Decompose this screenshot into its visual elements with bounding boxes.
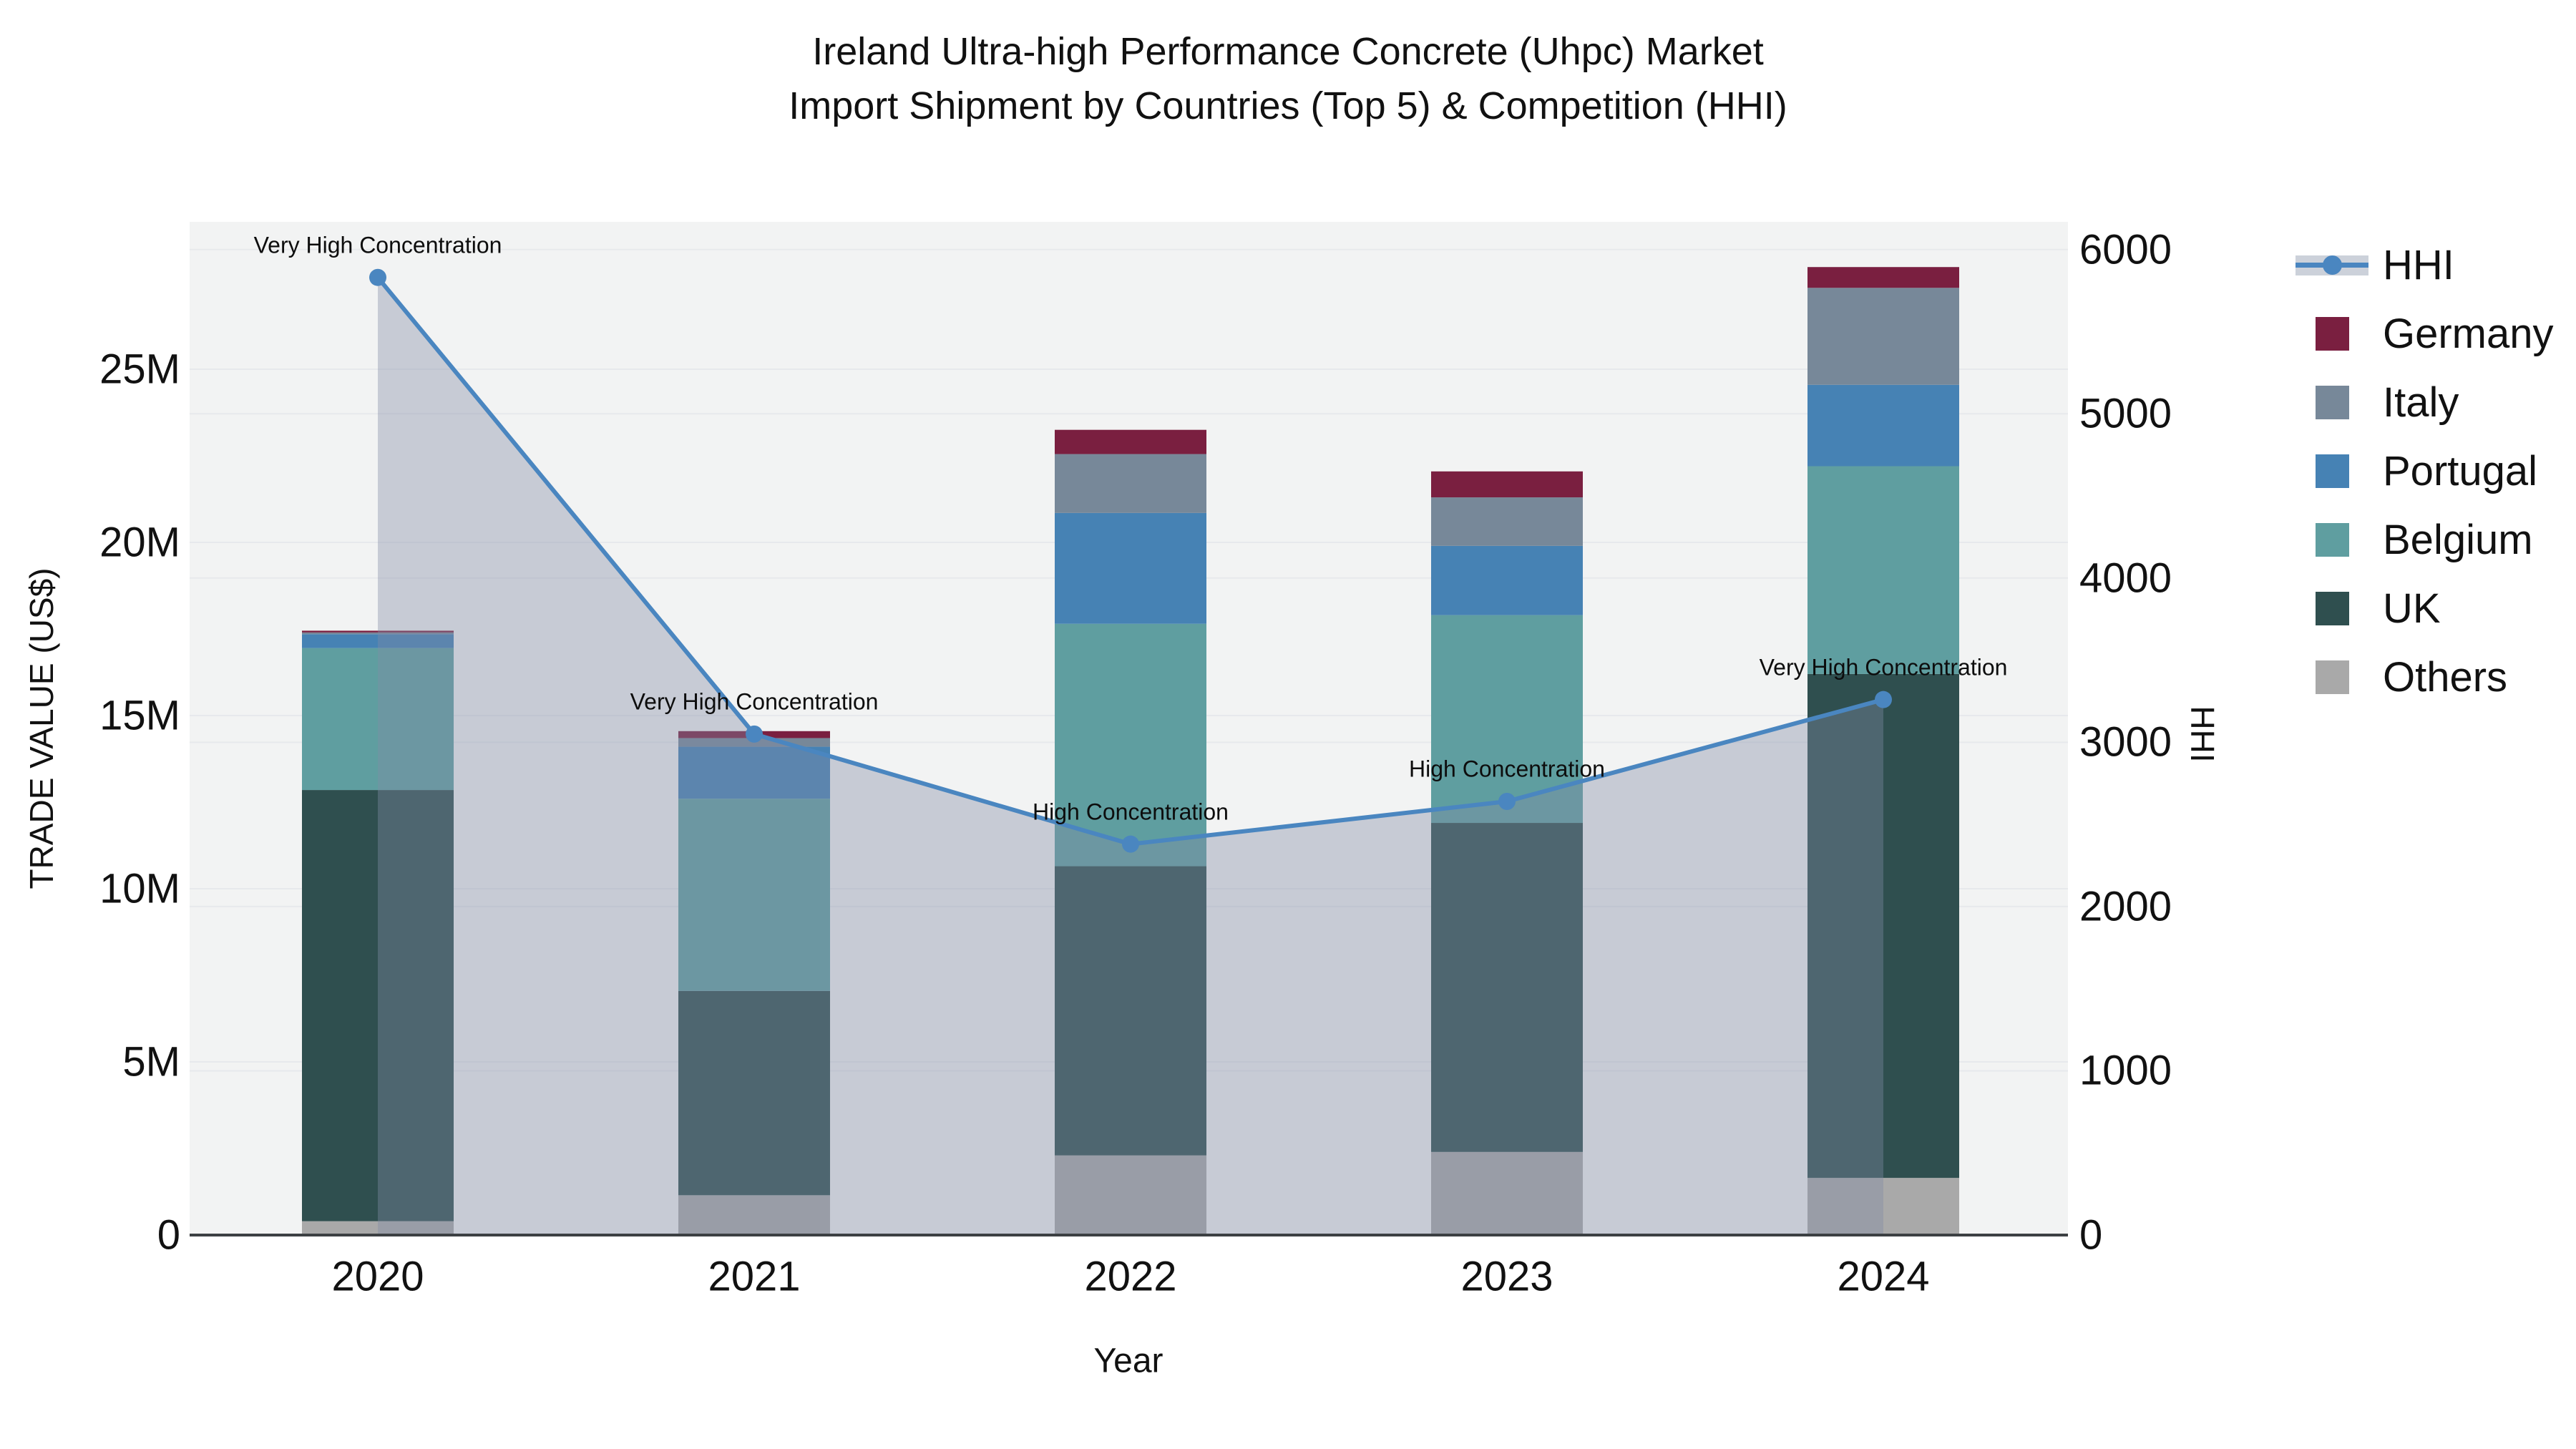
belgium-swatch-icon <box>2296 522 2368 557</box>
y-left-tick-20M: 20M <box>99 519 180 566</box>
bar-segment-2020-others <box>302 1221 454 1235</box>
bar-segment-2022-germany <box>1055 429 1206 454</box>
bar-segment-2024-italy <box>1807 288 1959 385</box>
x-tick-2021: 2021 <box>708 1253 801 1300</box>
hhi-line-icon <box>2296 248 2368 282</box>
bar-segment-2022-others <box>1055 1155 1206 1235</box>
bar-segment-2022-uk <box>1055 866 1206 1156</box>
bar-segment-2020-uk <box>302 790 454 1221</box>
legend-item-hhi[interactable]: HHI <box>2296 230 2554 299</box>
x-tick-2023: 2023 <box>1460 1253 1553 1300</box>
bar-segment-2024-uk <box>1807 673 1959 1179</box>
y-left-tick-5M: 5M <box>122 1038 180 1085</box>
bar-segment-2023-germany <box>1431 471 1583 498</box>
legend-item-uk[interactable]: UK <box>2296 574 2554 643</box>
chart-title-line1: Ireland Ultra-high Performance Concrete … <box>812 30 1764 73</box>
annotation-2020: Very High Concentration <box>253 232 502 258</box>
legend-label-italy: Italy <box>2383 379 2459 426</box>
legend-label-hhi: HHI <box>2383 241 2454 288</box>
bar-segment-2024-germany <box>1807 267 1959 288</box>
legend-item-others[interactable]: Others <box>2296 643 2554 711</box>
bar-segment-2021-uk <box>678 990 830 1196</box>
bar-segment-2020-belgium <box>302 648 454 791</box>
bar-segment-2020-portugal <box>302 634 454 648</box>
legend-label-others: Others <box>2383 653 2508 701</box>
bar-segment-2024-belgium <box>1807 466 1959 674</box>
y-left-tick-25M: 25M <box>99 346 180 393</box>
annotation-2023: High Concentration <box>1409 756 1605 782</box>
legend-item-portugal[interactable]: Portugal <box>2296 436 2554 505</box>
chart-title: Ireland Ultra-high Performance Concrete … <box>0 24 2576 133</box>
x-tick-2024: 2024 <box>1837 1253 1930 1300</box>
bar-segment-2020-italy <box>302 632 454 635</box>
x-tick-2020: 2020 <box>331 1253 424 1300</box>
bar-segment-2021-portugal <box>678 746 830 799</box>
legend-label-germany: Germany <box>2383 310 2554 357</box>
hhi-marker-2023 <box>1498 792 1516 810</box>
x-tick-2022: 2022 <box>1084 1253 1177 1300</box>
legend-item-italy[interactable]: Italy <box>2296 368 2554 436</box>
y-right-tick-5000: 5000 <box>2079 390 2172 437</box>
bar-segment-2022-portugal <box>1055 512 1206 624</box>
x-axis-title: Year <box>1093 1342 1163 1380</box>
bar-segment-2023-others <box>1431 1151 1583 1235</box>
bar-segment-2020-germany <box>302 630 454 633</box>
bar-segment-2023-uk <box>1431 823 1583 1152</box>
bar-segment-2024-others <box>1807 1178 1959 1235</box>
bar-segment-2022-italy <box>1055 454 1206 513</box>
portugal-swatch-icon <box>2296 454 2368 488</box>
annotation-2021: Very High Concentration <box>630 688 879 715</box>
annotation-2024: Very High Concentration <box>1759 654 2008 680</box>
legend-item-germany[interactable]: Germany <box>2296 299 2554 368</box>
bar-segment-2022-belgium <box>1055 623 1206 867</box>
hhi-marker-2020 <box>369 268 386 286</box>
y-right-tick-1000: 1000 <box>2079 1047 2172 1094</box>
y-left-tick-0: 0 <box>157 1211 180 1259</box>
hhi-marker-2022 <box>1122 835 1139 853</box>
legend: HHI Germany Italy Portugal Belgium UK Others <box>2296 230 2554 711</box>
legend-label-uk: UK <box>2383 585 2441 632</box>
italy-swatch-icon <box>2296 385 2368 419</box>
bar-segment-2021-others <box>678 1195 830 1235</box>
legend-item-belgium[interactable]: Belgium <box>2296 505 2554 574</box>
y-right-tick-0: 0 <box>2079 1211 2103 1259</box>
others-swatch-icon <box>2296 660 2368 694</box>
uk-swatch-icon <box>2296 591 2368 625</box>
bar-segment-2023-portugal <box>1431 545 1583 615</box>
chart-title-line2: Import Shipment by Countries (Top 5) & C… <box>789 84 1787 127</box>
annotation-2022: High Concentration <box>1033 799 1229 825</box>
germany-swatch-icon <box>2296 316 2368 351</box>
y-right-tick-2000: 2000 <box>2079 883 2172 930</box>
bar-segment-2023-italy <box>1431 497 1583 546</box>
y-left-tick-10M: 10M <box>99 865 180 912</box>
y-right-axis-title: HHI <box>2184 706 2221 763</box>
y-right-tick-4000: 4000 <box>2079 555 2172 602</box>
hhi-area-fill <box>378 277 1883 1235</box>
legend-label-portugal: Portugal <box>2383 447 2538 494</box>
y-right-tick-3000: 3000 <box>2079 718 2172 766</box>
hhi-marker-2021 <box>746 725 763 743</box>
hhi-marker-2024 <box>1875 691 1892 708</box>
bar-segment-2024-portugal <box>1807 384 1959 467</box>
bar-segment-2021-belgium <box>678 799 830 991</box>
y-left-tick-15M: 15M <box>99 692 180 739</box>
y-right-tick-6000: 6000 <box>2079 226 2172 273</box>
legend-label-belgium: Belgium <box>2383 516 2533 563</box>
